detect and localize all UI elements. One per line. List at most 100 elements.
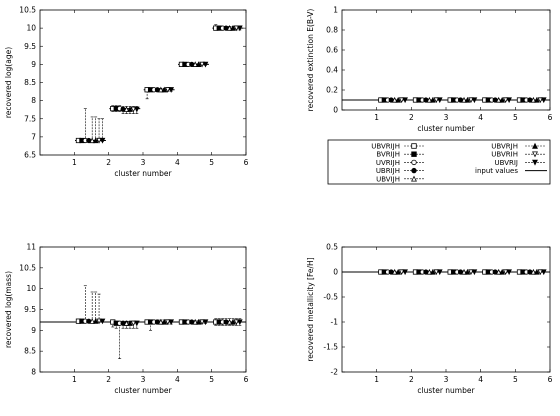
series-ubvrij xyxy=(402,269,547,276)
data-point xyxy=(199,61,205,68)
x-tick-label: 3 xyxy=(444,375,449,384)
data-point xyxy=(123,106,130,112)
data-point xyxy=(92,318,99,324)
y-axis-label: recovered log(mass) xyxy=(4,271,13,348)
legend-marker xyxy=(532,159,538,166)
x-tick-label: 6 xyxy=(548,375,553,384)
x-tick-label: 1 xyxy=(72,375,77,384)
data-point xyxy=(202,319,209,326)
data-point xyxy=(429,96,436,103)
y-tick-label: -1.5 xyxy=(323,343,338,352)
series-ubvrih xyxy=(398,269,544,276)
data-point xyxy=(537,97,544,104)
data-point xyxy=(426,268,433,275)
legend-marker xyxy=(411,143,417,149)
series-uvrijh xyxy=(385,269,530,275)
data-point xyxy=(161,318,168,325)
series-bvrijh xyxy=(381,269,526,275)
series-ubvrjh xyxy=(395,268,540,275)
data-point xyxy=(464,268,471,275)
data-point xyxy=(506,97,512,104)
legend-label: BVRIJH xyxy=(376,151,400,159)
series-ubvijh xyxy=(391,96,537,103)
y-tick-label: 8.5 xyxy=(24,347,36,356)
data-point xyxy=(395,268,402,275)
data-point xyxy=(540,97,547,104)
data-point xyxy=(429,268,436,275)
data-point xyxy=(226,318,233,325)
data-point xyxy=(96,318,102,325)
x-axis-label: cluster number xyxy=(114,386,172,395)
data-point xyxy=(391,268,398,275)
data-point xyxy=(464,96,471,103)
data-point xyxy=(92,137,99,144)
y-tick-label: 10.5 xyxy=(19,6,36,15)
y-tick-label: 9.5 xyxy=(24,42,36,51)
data-point xyxy=(402,97,408,104)
data-point xyxy=(89,318,96,324)
x-tick-label: 2 xyxy=(106,375,111,384)
data-point xyxy=(236,319,243,326)
x-tick-label: 6 xyxy=(244,158,249,167)
data-point xyxy=(133,320,140,327)
data-point xyxy=(499,268,506,275)
data-point xyxy=(226,25,233,31)
data-point xyxy=(461,96,467,103)
data-point xyxy=(502,97,509,104)
x-tick-label: 1 xyxy=(374,113,379,122)
data-point xyxy=(468,97,474,104)
y-tick-label: 9 xyxy=(31,60,36,69)
y-tick-label: -2 xyxy=(331,368,339,377)
series-ubvrij xyxy=(99,25,243,144)
series-ubvrih xyxy=(96,25,240,144)
data-point xyxy=(402,269,408,276)
data-point xyxy=(158,318,164,325)
data-point xyxy=(533,268,540,275)
x-tick-label: 4 xyxy=(478,375,483,384)
x-tick-label: 1 xyxy=(374,375,379,384)
chart-metallicity: 1 2 3 4 5 6 -2 -1.5 -1 -0.5 0 0.5 cluster number reco… xyxy=(306,243,553,396)
x-tick-label: 3 xyxy=(444,113,449,122)
data-point xyxy=(199,319,205,326)
series-ubvrijh xyxy=(75,24,219,144)
data-point xyxy=(127,106,133,112)
x-tick-label: 2 xyxy=(409,113,414,122)
plot-frame xyxy=(39,9,247,156)
legend-label: input values xyxy=(475,167,518,175)
data-point xyxy=(537,269,544,276)
y-tick-label: 6.5 xyxy=(24,151,36,160)
plot-frame xyxy=(341,9,551,111)
x-tick-label: 3 xyxy=(141,375,146,384)
legend-marker xyxy=(411,175,417,182)
data-point xyxy=(161,86,168,93)
data-point xyxy=(230,318,236,325)
x-tick-label: 6 xyxy=(244,375,249,384)
data-point xyxy=(89,137,96,144)
y-axis-label: recovered extinction E(B-V) xyxy=(306,9,315,112)
y-tick-label: 0.6 xyxy=(326,46,338,55)
y-tick-label: 0 xyxy=(333,106,338,115)
series-ubrijh xyxy=(86,25,229,144)
x-tick-label: 5 xyxy=(513,113,518,122)
y-tick-label: 10 xyxy=(26,284,36,293)
x-tick-label: 4 xyxy=(175,375,180,384)
data-point xyxy=(426,96,433,103)
y-tick-label: 8 xyxy=(31,368,36,377)
chart-mass: 1 2 3 4 5 6 8 8.5 9 9.5 10 10.5 11 cluster number reco… xyxy=(4,243,249,396)
legend-label: UBVRIJ xyxy=(495,159,519,167)
data-point xyxy=(395,96,402,103)
data-point xyxy=(433,269,440,276)
legend-marker xyxy=(411,151,417,157)
chart-extinction: 1 2 3 4 5 6 0 0.2 0.4 0.6 0.8 1 cluster number recove… xyxy=(306,6,553,134)
series-ubvrih xyxy=(398,97,544,104)
y-tick-label: 7.5 xyxy=(24,114,36,123)
data-point xyxy=(468,269,474,276)
x-tick-label: 3 xyxy=(141,158,146,167)
data-point xyxy=(502,269,509,276)
y-tick-label: 8 xyxy=(31,96,36,105)
y-tick-label: 0.5 xyxy=(326,243,338,252)
legend-label: UVRIJH xyxy=(376,159,400,167)
plot-frame xyxy=(39,246,247,373)
chart-age: 1 2 3 4 5 6 6.5 7 7.5 8 8.5 9 9.5 10 10.5 cluster numbe… xyxy=(4,6,249,179)
